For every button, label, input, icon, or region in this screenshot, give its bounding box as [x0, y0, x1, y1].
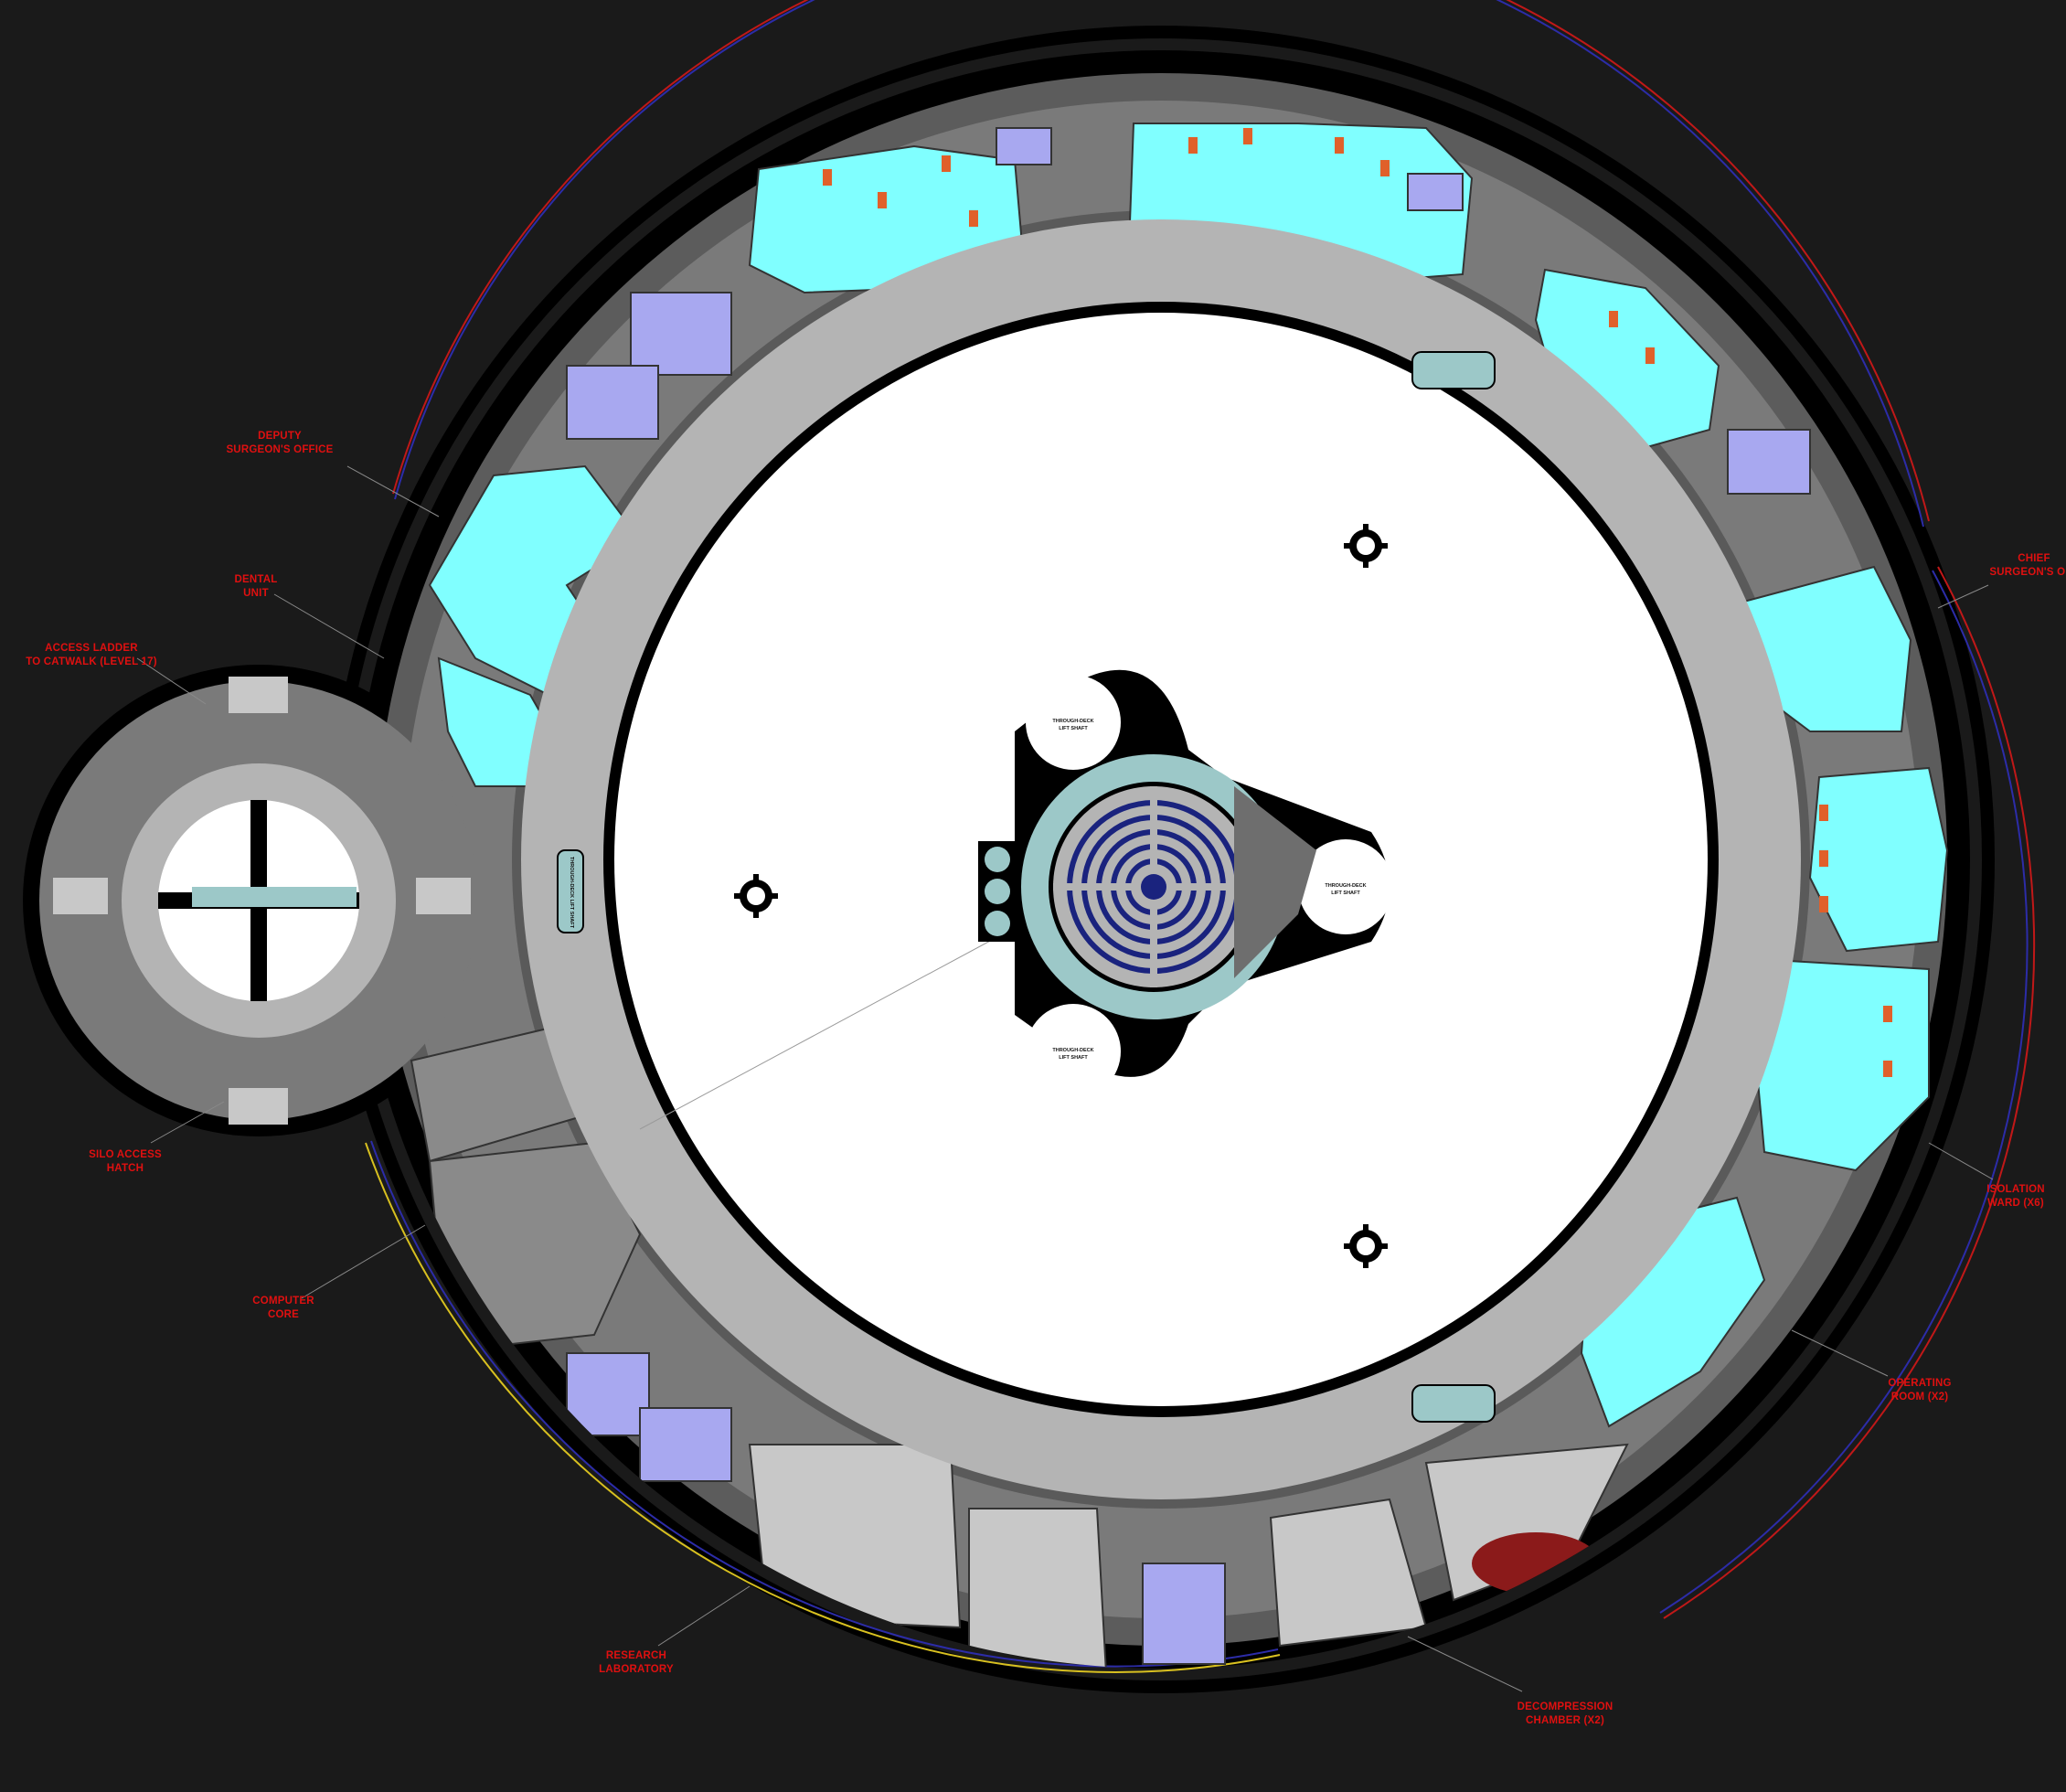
access-ladder-label: ACCESS LADDER TO CATWALK (LEVEL 17): [26, 643, 157, 667]
svg-text:HATCH: HATCH: [107, 1163, 144, 1174]
svg-text:ISOLATION: ISOLATION: [1986, 1184, 2045, 1195]
turbolift-pods: [557, 351, 1496, 1423]
svg-text:WARD (X6): WARD (X6): [1987, 1198, 2044, 1209]
silo-annex: [39, 677, 478, 1125]
svg-text:CHIEF: CHIEF: [2018, 553, 2050, 564]
conference-table: [1472, 1532, 1600, 1595]
svg-text:LABORATORY: LABORATORY: [599, 1664, 674, 1675]
shaft-label-e-2: LIFT SHAFT: [1331, 891, 1360, 896]
shaft-label-e: THROUGH-DECK: [1325, 883, 1366, 889]
svg-text:CORE: CORE: [268, 1309, 299, 1320]
central-core: [978, 669, 1393, 1099]
svg-text:SURGEON'S OFF: SURGEON'S OFF: [1989, 567, 2066, 578]
gear-icon: [740, 529, 1382, 1263]
silo-access-hatch-label: SILO ACCESS HATCH: [89, 1149, 162, 1174]
svg-text:COMPUTER: COMPUTER: [252, 1296, 314, 1307]
computer-core-room: [410, 1022, 642, 1346]
computer-core-label: COMPUTER CORE: [252, 1296, 314, 1320]
research-laboratory-label: RESEARCH LABORATORY: [599, 1650, 674, 1675]
svg-text:DECOMPRESSION: DECOMPRESSION: [1518, 1701, 1613, 1712]
callout-leaders: [136, 465, 1994, 1692]
svg-text:DENTAL: DENTAL: [235, 574, 278, 585]
svg-text:OPERATING: OPERATING: [1888, 1378, 1951, 1389]
chief-surgeons-office-label: CHIEF SURGEON'S OFF: [1989, 553, 2066, 578]
isolation-ward-label: ISOLATION WARD (X6): [1986, 1184, 2045, 1209]
gear-teeth: [734, 524, 1388, 1268]
svg-text:ROOM (X2): ROOM (X2): [1891, 1392, 1949, 1403]
operating-room-label: OPERATING ROOM (X2): [1888, 1378, 1951, 1403]
svg-text:TO CATWALK (LEVEL 17): TO CATWALK (LEVEL 17): [26, 656, 157, 667]
quarters: [566, 127, 1811, 1665]
dental-unit-label: DENTAL UNIT: [235, 574, 278, 599]
shaft-label-nw-2: LIFT SHAFT: [1059, 726, 1088, 731]
gray-rooms: [748, 1443, 1629, 1669]
shaft-label-sw-2: LIFT SHAFT: [1059, 1055, 1088, 1061]
decompression-chamber-label: DECOMPRESSION CHAMBER (X2): [1518, 1701, 1613, 1726]
svg-text:RESEARCH: RESEARCH: [606, 1650, 666, 1661]
svg-text:DEPUTY: DEPUTY: [258, 431, 302, 442]
core-shaft-labels: THROUGH-DECK LIFT SHAFT THROUGH-DECK LIF…: [1052, 719, 1366, 1061]
svg-text:UNIT: UNIT: [243, 588, 269, 599]
deputy-surgeons-office-label: DEPUTY SURGEON'S OFFICE: [226, 431, 333, 455]
shaft-label-nw: THROUGH-DECK: [1052, 719, 1093, 724]
svg-text:SILO ACCESS: SILO ACCESS: [89, 1149, 162, 1160]
svg-text:SURGEON'S OFFICE: SURGEON'S OFFICE: [226, 444, 333, 455]
svg-text:CHAMBER (X2): CHAMBER (X2): [1526, 1715, 1604, 1726]
shaft-label-sw: THROUGH-DECK: [1052, 1048, 1093, 1053]
callout-labels: DEPUTY SURGEON'S OFFICE DENTAL UNIT ACCE…: [26, 431, 2066, 1726]
svg-text:ACCESS LADDER: ACCESS LADDER: [45, 643, 138, 654]
through-lift-shaft-west-label: THROUGH-DECK LIFT SHAFT: [569, 857, 574, 929]
